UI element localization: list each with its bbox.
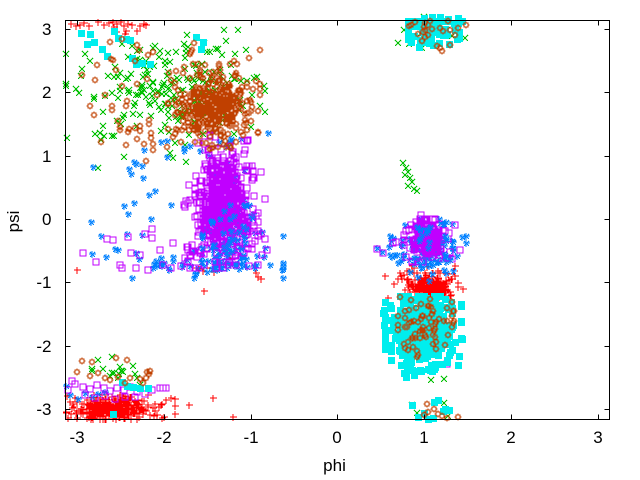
svg-text:-2: -2 (156, 428, 171, 447)
svg-text:0: 0 (42, 210, 51, 229)
svg-text:-1: -1 (36, 273, 51, 292)
svg-text:3: 3 (593, 428, 602, 447)
svg-text:0: 0 (332, 428, 341, 447)
svg-text:-3: -3 (69, 428, 84, 447)
svg-text:1: 1 (42, 147, 51, 166)
svg-text:-3: -3 (36, 400, 51, 419)
svg-text:1: 1 (419, 428, 428, 447)
svg-text:2: 2 (506, 428, 515, 447)
svg-text:psi: psi (4, 211, 23, 233)
svg-text:-1: -1 (243, 428, 258, 447)
svg-text:2: 2 (42, 83, 51, 102)
svg-text:-2: -2 (36, 337, 51, 356)
svg-text:phi: phi (323, 456, 346, 475)
svg-text:3: 3 (42, 20, 51, 39)
